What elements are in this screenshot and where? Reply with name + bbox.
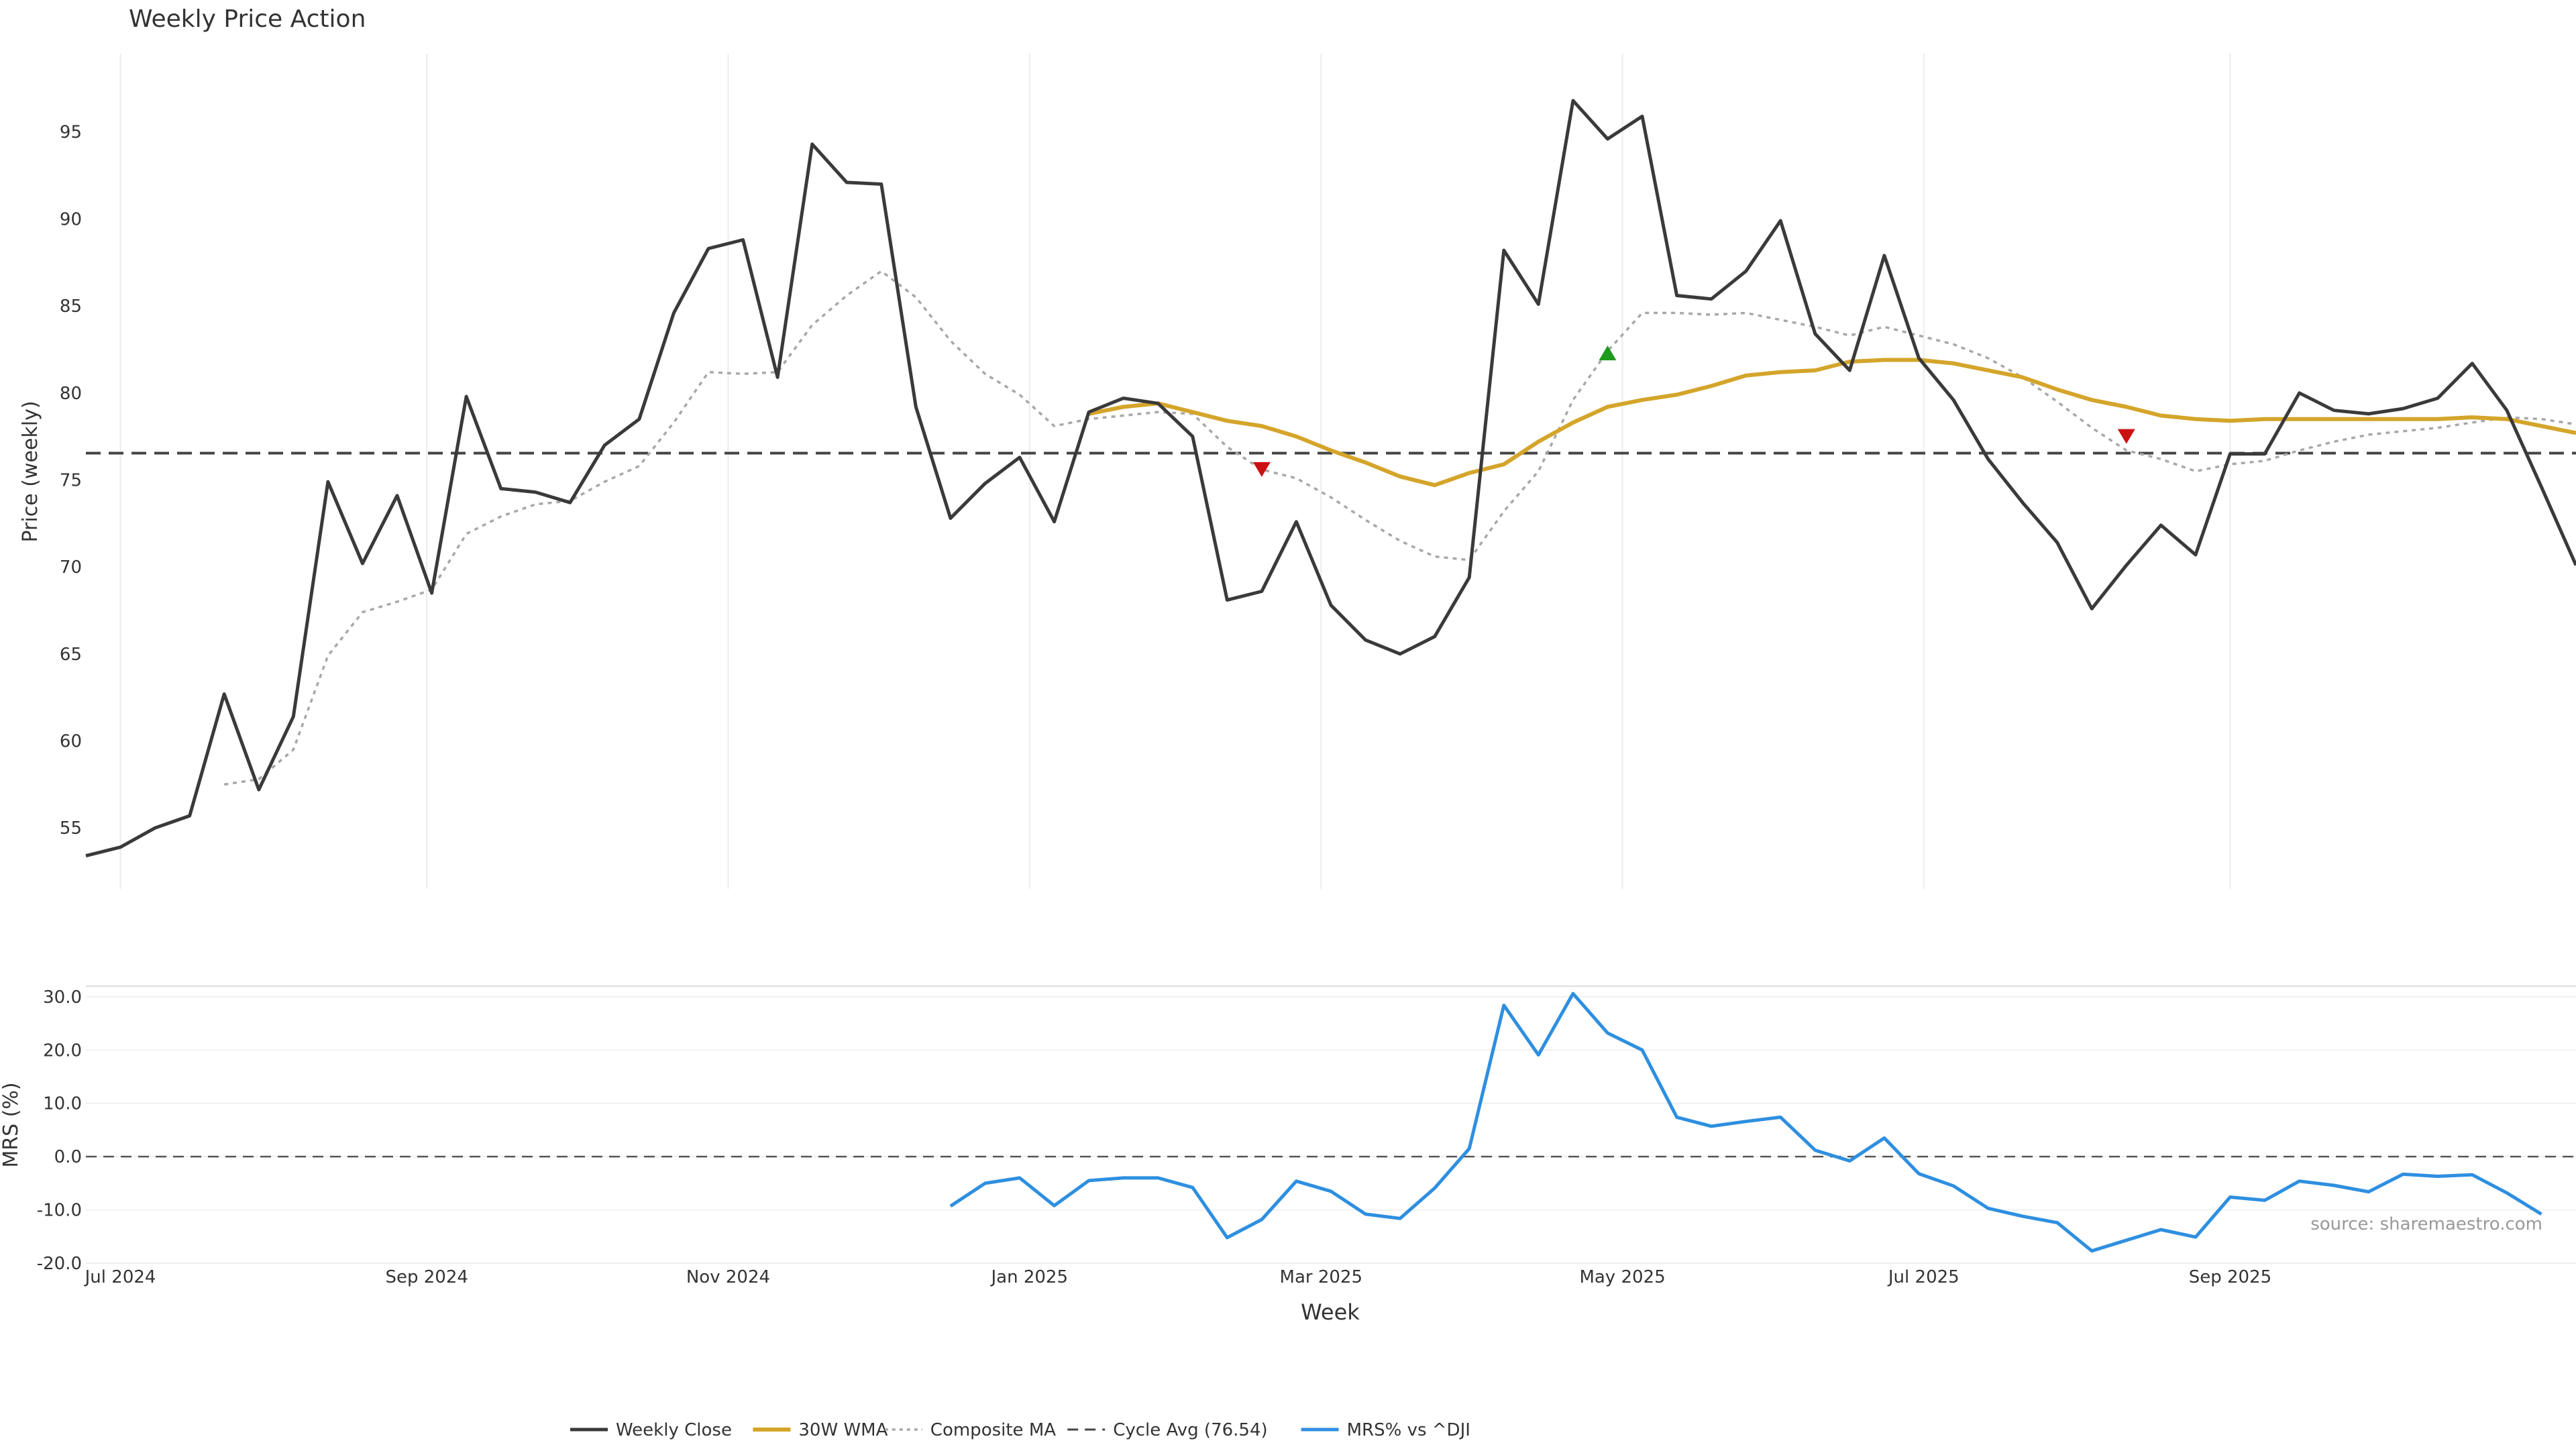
x-tick-label: Jan 2025 (989, 1267, 1068, 1287)
mrs-y-tick-label: -10.0 (37, 1201, 82, 1221)
mrs-line (949, 991, 2542, 1253)
x-tick-label: Jul 2024 (84, 1267, 156, 1287)
legend-label: 30W WMA (798, 1420, 888, 1440)
x-tick-label: May 2025 (1579, 1267, 1665, 1287)
wma-30w-line (1088, 358, 2576, 488)
price-y-tick-label: 85 (60, 297, 82, 317)
price-y-tick-label: 70 (60, 557, 82, 578)
mrs-panel: 30.0 20.0 10.0 0.0 -10.0 -20.0 MRS (%) source… (0, 985, 2576, 1274)
mrs-y-tick-label: 20.0 (43, 1040, 82, 1061)
price-y-tick-labels: 55 60 65 70 75 80 85 90 95 (60, 123, 82, 839)
legend: Weekly Close 30W WMA Composite MA Cycle Avg… (570, 1420, 1470, 1440)
x-tick-label: Sep 2025 (2189, 1267, 2271, 1287)
x-tick-label: Mar 2025 (1280, 1267, 1363, 1287)
composite-ma-line (223, 270, 2576, 786)
legend-label: Weekly Close (616, 1420, 732, 1440)
legend-cycle-avg: Cycle Avg (76.54) (1067, 1420, 1268, 1440)
price-series (85, 99, 2576, 858)
mrs-gridlines (86, 996, 2576, 1264)
price-y-axis-label: Price (weekly) (19, 400, 42, 542)
x-tick-label: Jul 2025 (1887, 1267, 1960, 1287)
x-tick-label: Sep 2024 (385, 1267, 468, 1287)
mrs-series-group (949, 991, 2542, 1253)
price-y-tick-label: 55 (60, 818, 82, 839)
sell-signal-marker (2117, 429, 2135, 444)
legend-composite-ma: Composite MA (884, 1420, 1056, 1440)
price-y-tick-label: 80 (60, 384, 82, 404)
price-panel: 55 60 65 70 75 80 85 90 95 Price (weekly) (19, 54, 2576, 889)
legend-30w-wma: 30W WMA (753, 1420, 888, 1440)
signal-markers (1252, 345, 2135, 477)
price-y-tick-label: 75 (60, 470, 82, 490)
legend-mrs: MRS% vs ^DJI (1301, 1420, 1470, 1440)
buy-signal-marker (1599, 345, 1617, 361)
mrs-y-axis-label: MRS (%) (0, 1082, 23, 1167)
source-annotation: source: sharemaestro.com (2310, 1214, 2542, 1234)
mrs-y-tick-label: 10.0 (43, 1094, 82, 1114)
mrs-y-tick-label: -20.0 (37, 1254, 82, 1274)
weekly-close-line (85, 99, 2576, 858)
price-y-tick-label: 60 (60, 732, 82, 752)
price-y-tick-label: 90 (60, 209, 82, 229)
mrs-y-tick-label: 0.0 (54, 1147, 82, 1167)
price-y-tick-label: 95 (60, 123, 82, 143)
main-chart-title: Weekly Price Action (129, 5, 366, 33)
legend-label: MRS% vs ^DJI (1347, 1420, 1470, 1440)
x-axis-tick-labels: Jul 2024 Sep 2024 Nov 2024 Jan 2025 Mar 2025… (84, 1267, 2272, 1287)
price-gridlines (119, 54, 2231, 889)
price-y-tick-label: 65 (60, 645, 82, 665)
legend-label: Composite MA (930, 1420, 1056, 1440)
legend-weekly-close: Weekly Close (570, 1420, 732, 1440)
mrs-y-tick-labels: 30.0 20.0 10.0 0.0 -10.0 -20.0 (37, 987, 82, 1274)
legend-label: Cycle Avg (76.54) (1113, 1420, 1267, 1440)
x-tick-label: Nov 2024 (686, 1267, 770, 1287)
sell-signal-marker (1252, 462, 1271, 477)
mrs-y-tick-label: 30.0 (43, 987, 82, 1008)
x-axis-label: Week (1301, 1299, 1360, 1325)
